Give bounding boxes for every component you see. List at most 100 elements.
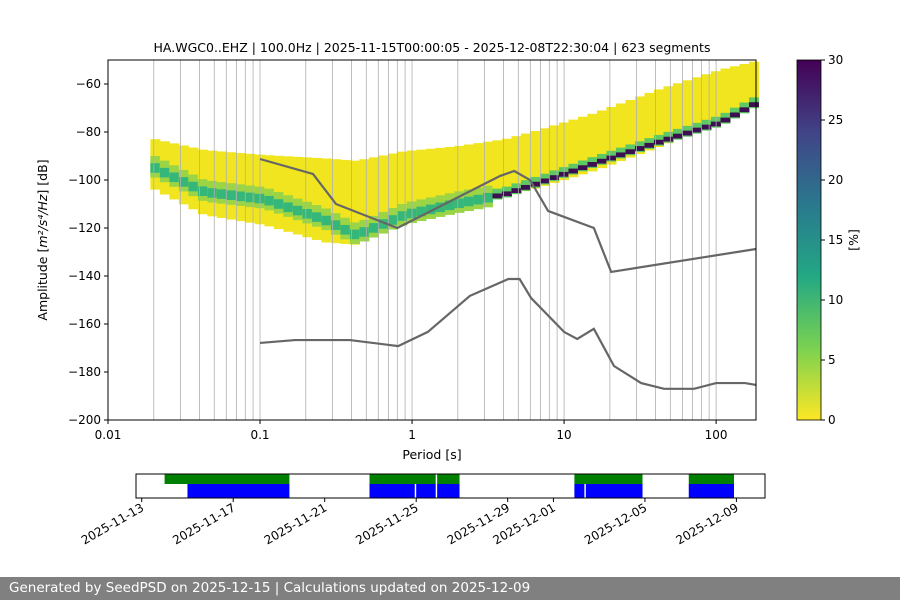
histogram-bin bbox=[416, 149, 427, 217]
histogram-bin bbox=[501, 191, 512, 197]
histogram-bin bbox=[435, 147, 446, 211]
histogram-bin bbox=[682, 130, 693, 136]
histogram-bin bbox=[340, 224, 351, 235]
nhnm-line bbox=[259, 157, 757, 274]
y-tick-label: −200 bbox=[68, 413, 101, 427]
chart-title: HA.WGC0..EHZ | 100.0Hz | 2025-11-15T00:0… bbox=[154, 40, 711, 55]
coverage-bar-blue bbox=[416, 484, 436, 498]
histogram-bin bbox=[330, 159, 341, 244]
histogram-bin bbox=[691, 127, 702, 133]
histogram-bin bbox=[321, 158, 332, 243]
histogram-bin bbox=[615, 103, 626, 162]
histogram-bin bbox=[463, 196, 474, 207]
histogram-bin bbox=[492, 140, 503, 199]
timeline-tick-label: 2025-12-09 bbox=[674, 500, 741, 547]
histogram-bin bbox=[216, 189, 227, 199]
coverage-bar-green bbox=[164, 474, 290, 484]
histogram-bin bbox=[539, 128, 550, 186]
y-tick-label: −140 bbox=[68, 269, 101, 283]
colorbar bbox=[796, 59, 822, 421]
histogram-bin bbox=[283, 202, 294, 213]
histogram-bin bbox=[568, 119, 579, 178]
histogram-bin bbox=[444, 200, 455, 211]
histogram-bin bbox=[207, 188, 218, 198]
histogram-bin bbox=[302, 157, 313, 238]
histogram-bin bbox=[492, 193, 503, 199]
histogram-bin bbox=[644, 142, 655, 148]
histogram-bin bbox=[197, 186, 208, 196]
histogram-bin bbox=[340, 159, 351, 244]
coverage-bar-green bbox=[574, 474, 643, 484]
histogram-bin bbox=[235, 191, 246, 202]
histogram-bin bbox=[691, 77, 702, 132]
y-tick-label: −80 bbox=[76, 125, 101, 139]
coverage-bar-blue bbox=[574, 484, 585, 498]
histogram-bin bbox=[368, 223, 379, 233]
histogram-bin bbox=[644, 92, 655, 151]
y-tick-label: −180 bbox=[68, 365, 101, 379]
histogram-bin bbox=[739, 107, 750, 113]
colorbar-label: [%] bbox=[846, 229, 861, 251]
histogram-bin bbox=[577, 116, 588, 175]
histogram-bin bbox=[701, 124, 712, 130]
histogram-bin bbox=[501, 138, 512, 197]
histogram-bin bbox=[482, 141, 493, 201]
histogram-bin bbox=[359, 159, 370, 241]
histogram-bin bbox=[378, 219, 389, 229]
histogram-bin bbox=[520, 184, 531, 190]
histogram-bin bbox=[330, 220, 341, 230]
x-tick-label: 100 bbox=[705, 428, 728, 442]
y-tick-label: −160 bbox=[68, 317, 101, 331]
histogram-bin bbox=[378, 155, 389, 232]
timeline-tick-label: 2025-11-25 bbox=[353, 500, 420, 547]
histogram-bin bbox=[587, 113, 598, 172]
x-axis: 0.01 0.1 1 10 100 bbox=[95, 420, 728, 442]
histogram-bin bbox=[473, 194, 484, 205]
histogram-bin bbox=[473, 143, 484, 203]
histogram-bin bbox=[416, 206, 427, 217]
x-tick-label: 1 bbox=[408, 428, 416, 442]
histogram-bin bbox=[159, 167, 170, 178]
histogram-bin bbox=[368, 157, 379, 237]
data-coverage-timeline: 2025-11-13 2025-11-17 2025-11-21 2025-11-25… bbox=[79, 473, 766, 547]
histogram-bin bbox=[625, 99, 636, 158]
histogram-bin bbox=[292, 156, 303, 235]
histogram-bin bbox=[568, 168, 579, 174]
histogram-bin bbox=[397, 211, 408, 221]
histogram-bin bbox=[720, 68, 731, 121]
histogram-bin bbox=[606, 107, 617, 165]
histogram-bin bbox=[682, 80, 693, 136]
histogram-bin bbox=[283, 156, 294, 232]
y-axis-label: Amplitude [m²/s⁴/Hz] [dB] bbox=[35, 159, 50, 320]
histogram-bin bbox=[663, 136, 674, 142]
colorbar-tick-label: 30 bbox=[828, 53, 843, 67]
histogram-bin bbox=[606, 155, 617, 161]
y-axis: −60 −80 −100 −120 −140 −160 −180 −200 bbox=[68, 77, 108, 427]
histogram-bin bbox=[653, 139, 664, 145]
histogram-bin bbox=[321, 215, 332, 226]
histogram-bin bbox=[397, 151, 408, 222]
x-tick-label: 10 bbox=[556, 428, 571, 442]
histogram-bin bbox=[625, 149, 636, 155]
psd-histogram bbox=[150, 61, 759, 245]
timeline-tick-label: 2025-12-05 bbox=[582, 500, 649, 547]
coverage-bar-blue bbox=[437, 484, 460, 498]
histogram-bin bbox=[302, 209, 313, 219]
histogram-bin bbox=[587, 161, 598, 167]
histogram-bin bbox=[349, 160, 360, 245]
coverage-bar-blue bbox=[187, 484, 290, 498]
colorbar-tick-label: 10 bbox=[828, 293, 843, 307]
coverage-bar-green bbox=[688, 474, 735, 484]
timeline-frame bbox=[135, 473, 766, 499]
y-tick-label: −60 bbox=[76, 77, 101, 91]
histogram-bin bbox=[387, 215, 398, 225]
colorbar-ticks: 0 5 10 15 20 25 30 bbox=[821, 53, 843, 427]
histogram-bin bbox=[539, 178, 550, 184]
histogram-bin bbox=[188, 181, 199, 192]
histogram-bin bbox=[150, 163, 161, 173]
colorbar-tick-label: 5 bbox=[828, 353, 836, 367]
histogram-bin bbox=[748, 102, 759, 108]
histogram-bin bbox=[530, 181, 541, 187]
nlnm-line bbox=[259, 277, 757, 390]
